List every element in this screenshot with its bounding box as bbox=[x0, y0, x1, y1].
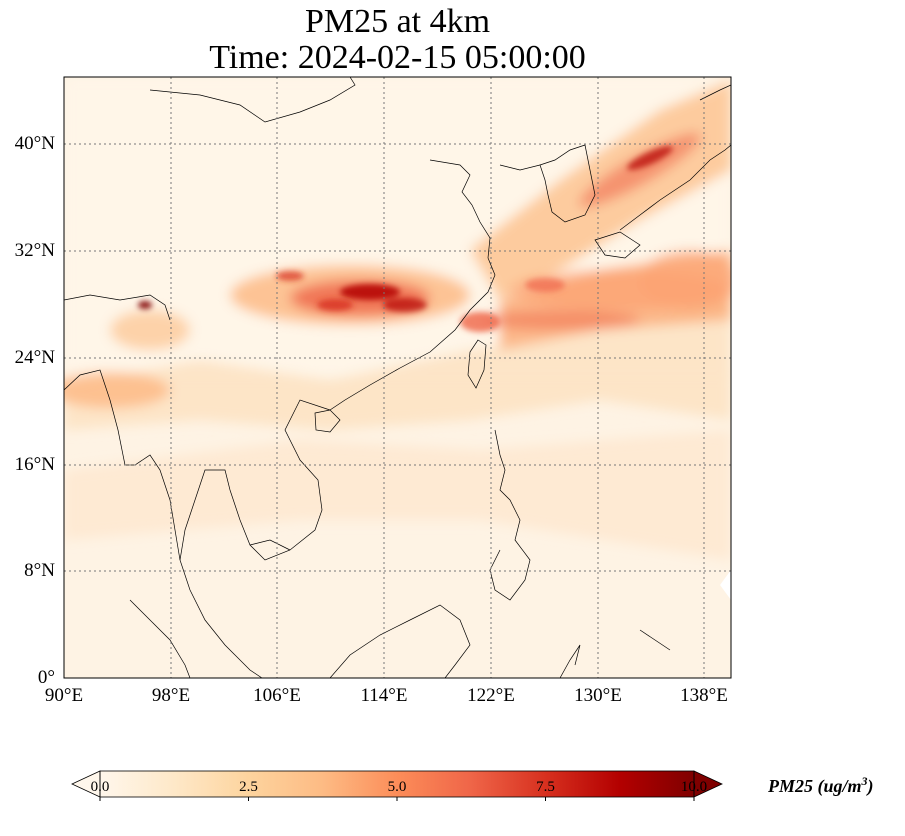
y-tick-label: 0° bbox=[37, 667, 55, 688]
colorbar-tick-label: 2.5 bbox=[239, 779, 258, 795]
map-title: PM25 at 4km bbox=[304, 3, 491, 40]
x-tick-label: 130°E bbox=[574, 685, 622, 706]
y-tick-label: 8°N bbox=[24, 560, 55, 581]
y-tick-label: 16°N bbox=[14, 454, 55, 475]
x-tick-label: 98°E bbox=[151, 685, 191, 706]
x-tick-label: 106°E bbox=[253, 685, 301, 706]
colorbar-tick-label: 0.0 bbox=[90, 779, 110, 795]
y-tick-label: 32°N bbox=[14, 240, 55, 261]
gridlines bbox=[64, 77, 731, 678]
map-frame bbox=[63, 76, 732, 679]
colorbar-label-close: ) bbox=[867, 776, 874, 796]
x-tick-label: 122°E bbox=[467, 685, 515, 706]
y-tick-label: 24°N bbox=[14, 347, 55, 368]
y-tick-label: 40°N bbox=[14, 133, 55, 154]
x-tick-label: 138°E bbox=[680, 685, 728, 706]
colorbar bbox=[71, 770, 723, 801]
x-tick-label: 114°E bbox=[360, 685, 408, 706]
colorbar-tick-label: 7.5 bbox=[536, 779, 555, 795]
colorbar-tick-label: 5.0 bbox=[387, 779, 407, 795]
coastlines bbox=[64, 77, 731, 678]
colorbar-label-exponent: 3 bbox=[861, 774, 868, 788]
colorbar-label: PM25 (ug/m3) bbox=[768, 774, 874, 797]
map-subtitle-time: Time: 2024-02-15 05:00:00 bbox=[209, 39, 586, 76]
x-tick-label: 90°E bbox=[44, 685, 84, 706]
colorbar-tick-label: 10.0 bbox=[680, 779, 708, 795]
pm25-concentration-field bbox=[64, 77, 731, 678]
colorbar-label-text: PM25 (ug/m bbox=[768, 776, 862, 796]
